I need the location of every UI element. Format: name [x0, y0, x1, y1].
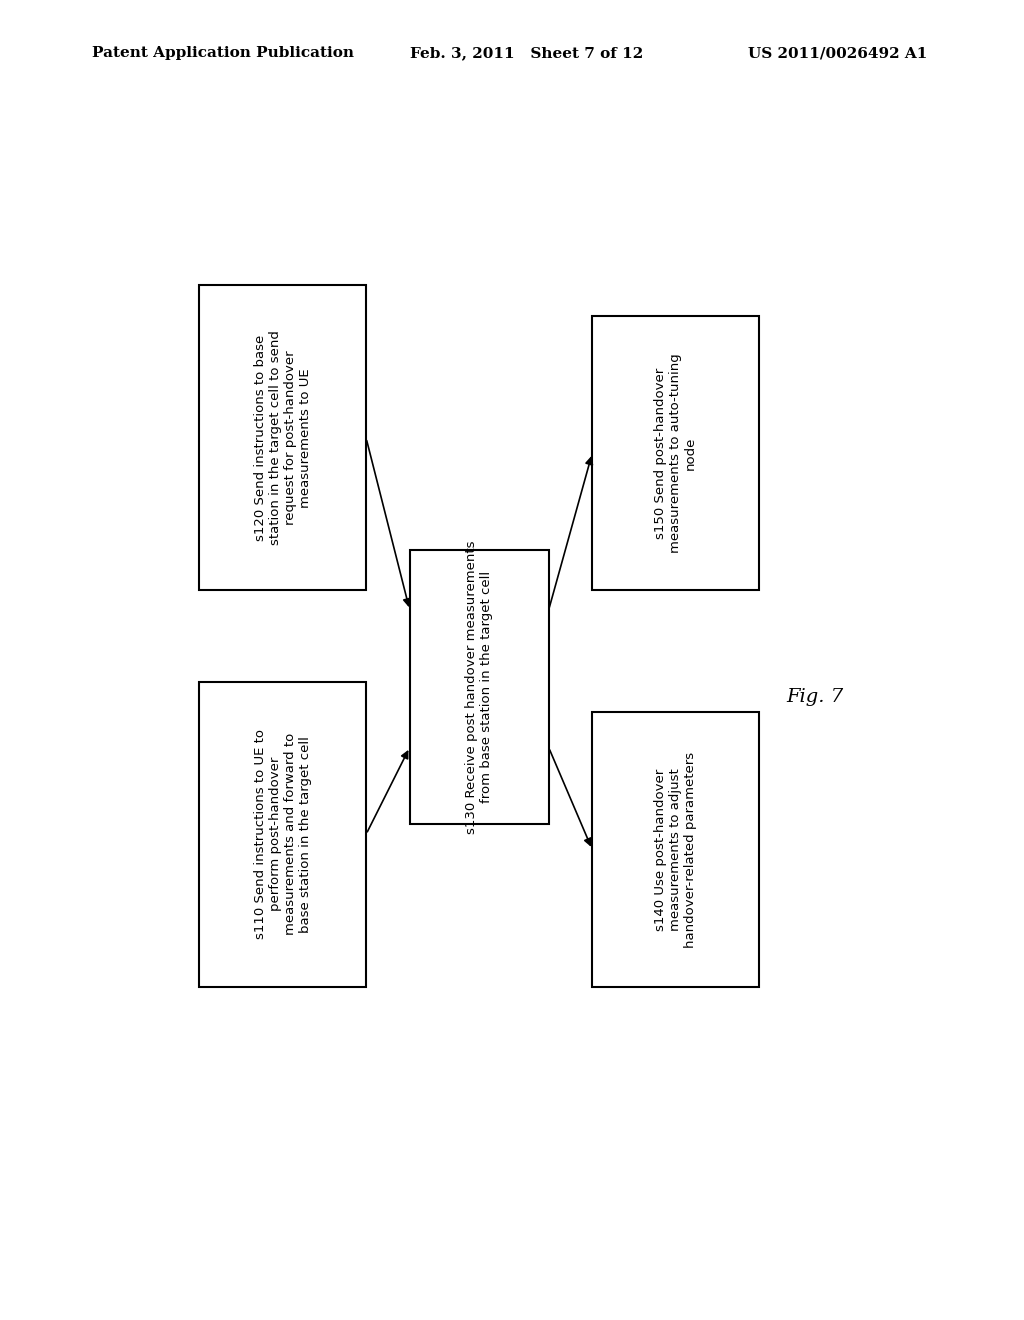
Bar [200, 682, 367, 987]
Text: Fig. 7: Fig. 7 [786, 688, 844, 706]
Bar [592, 713, 759, 987]
Bar [592, 315, 759, 590]
Bar [200, 285, 367, 590]
Text: Patent Application Publication: Patent Application Publication [92, 46, 354, 61]
Bar [410, 549, 549, 824]
Text: US 2011/0026492 A1: US 2011/0026492 A1 [748, 46, 927, 61]
Text: s120 Send instructions to base
station in the target cell to send
request for po: s120 Send instructions to base station i… [254, 330, 311, 545]
Text: s110 Send instructions to UE to
perform post-handover
measurements and forward t: s110 Send instructions to UE to perform … [254, 730, 311, 940]
Text: s150 Send post-handover
measurements to auto-tuning
node: s150 Send post-handover measurements to … [654, 354, 697, 553]
Text: Feb. 3, 2011   Sheet 7 of 12: Feb. 3, 2011 Sheet 7 of 12 [410, 46, 643, 61]
Text: s140 Use post-handover
measurements to adjust
handover-related parameters: s140 Use post-handover measurements to a… [654, 751, 697, 948]
Text: s130 Receive post handover measurements
from base station in the target cell: s130 Receive post handover measurements … [465, 540, 494, 834]
